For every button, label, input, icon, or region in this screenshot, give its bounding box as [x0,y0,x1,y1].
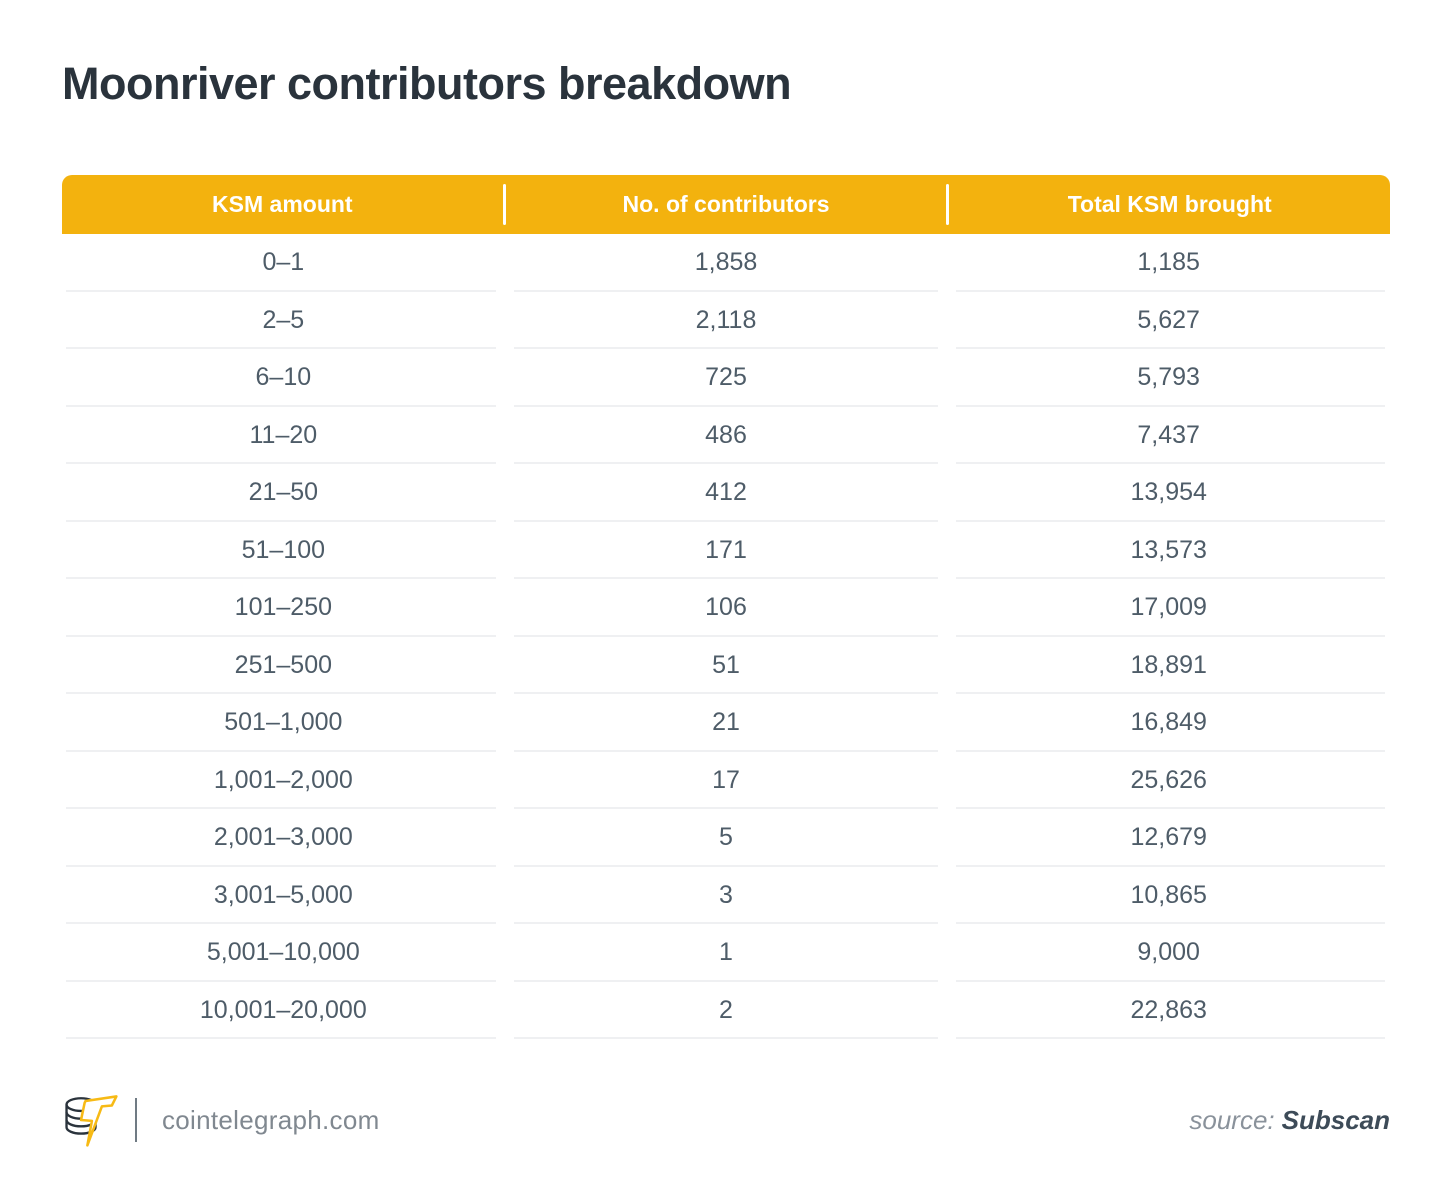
cell-ksm-amount: 11–20 [62,407,505,465]
table-row: 21–50 412 13,954 [62,464,1390,522]
cell-contributors: 106 [505,579,948,637]
table-body: 0–1 1,858 1,185 2–5 2,118 5,627 6–10 725 5,793 11… [62,234,1390,1039]
table-row: 251–500 51 18,891 [62,637,1390,695]
cell-total-ksm: 18,891 [947,637,1390,695]
cell-contributors: 1,858 [505,234,948,292]
cell-contributors: 2,118 [505,292,948,350]
source-label: source: [1189,1104,1275,1135]
cell-total-ksm: 17,009 [947,579,1390,637]
table-row: 11–20 486 7,437 [62,407,1390,465]
source-attribution: source: Subscan [1189,1105,1390,1136]
cell-contributors: 2 [505,982,948,1040]
cell-ksm-amount: 6–10 [62,349,505,407]
lightning-t-icon [79,1095,118,1147]
cell-contributors: 17 [505,752,948,810]
column-header-ksm-amount: KSM amount [212,191,353,217]
table-row: 501–1,000 21 16,849 [62,694,1390,752]
cell-ksm-amount: 2–5 [62,292,505,350]
cell-contributors: 51 [505,637,948,695]
cell-ksm-amount: 10,001–20,000 [62,982,505,1040]
cell-total-ksm: 5,627 [947,292,1390,350]
column-header-total-ksm: Total KSM brought [1067,191,1272,217]
footer: cointelegraph.com source: Subscan [62,1089,1390,1151]
cell-contributors: 412 [505,464,948,522]
cell-ksm-amount: 21–50 [62,464,505,522]
cell-contributors: 3 [505,867,948,925]
table-row: 1,001–2,000 17 25,626 [62,752,1390,810]
cell-total-ksm: 13,573 [947,522,1390,580]
cell-contributors: 5 [505,809,948,867]
table-row: 101–250 106 17,009 [62,579,1390,637]
contributors-table: KSM amount No. of contributors Total KSM… [62,175,1390,1039]
cell-total-ksm: 5,793 [947,349,1390,407]
table-row: 0–1 1,858 1,185 [62,234,1390,292]
cell-total-ksm: 22,863 [947,982,1390,1040]
cell-total-ksm: 13,954 [947,464,1390,522]
cell-ksm-amount: 3,001–5,000 [62,867,505,925]
footer-divider [135,1098,137,1142]
cell-ksm-amount: 51–100 [62,522,505,580]
cell-contributors: 1 [505,924,948,982]
column-header-contributors: No. of contributors [622,191,830,217]
table-row: 51–100 171 13,573 [62,522,1390,580]
cell-ksm-amount: 101–250 [62,579,505,637]
cell-ksm-amount: 501–1,000 [62,694,505,752]
table-row: 5,001–10,000 1 9,000 [62,924,1390,982]
header-divider [946,184,950,225]
cell-total-ksm: 10,865 [947,867,1390,925]
table-row: 10,001–20,000 2 22,863 [62,982,1390,1040]
site-label: cointelegraph.com [162,1104,380,1135]
cell-total-ksm: 7,437 [947,407,1390,465]
cell-ksm-amount: 0–1 [62,234,505,292]
cell-total-ksm: 12,679 [947,809,1390,867]
cell-total-ksm: 16,849 [947,694,1390,752]
table-row: 2,001–3,000 5 12,679 [62,809,1390,867]
header-divider [502,184,506,225]
cell-ksm-amount: 5,001–10,000 [62,924,505,982]
source-name: Subscan [1281,1104,1390,1135]
page-title: Moonriver contributors breakdown [62,58,792,109]
cell-contributors: 725 [505,349,948,407]
table-row: 6–10 725 5,793 [62,349,1390,407]
table-row: 3,001–5,000 3 10,865 [62,867,1390,925]
cell-total-ksm: 1,185 [947,234,1390,292]
cell-contributors: 21 [505,694,948,752]
cell-contributors: 171 [505,522,948,580]
cell-ksm-amount: 2,001–3,000 [62,809,505,867]
cell-total-ksm: 9,000 [947,924,1390,982]
table-row: 2–5 2,118 5,627 [62,292,1390,350]
cointelegraph-logo-icon [65,1095,118,1147]
cell-total-ksm: 25,626 [947,752,1390,810]
cell-ksm-amount: 1,001–2,000 [62,752,505,810]
cell-contributors: 486 [505,407,948,465]
table-header-row: KSM amount No. of contributors Total KSM… [62,175,1390,234]
cell-ksm-amount: 251–500 [62,637,505,695]
